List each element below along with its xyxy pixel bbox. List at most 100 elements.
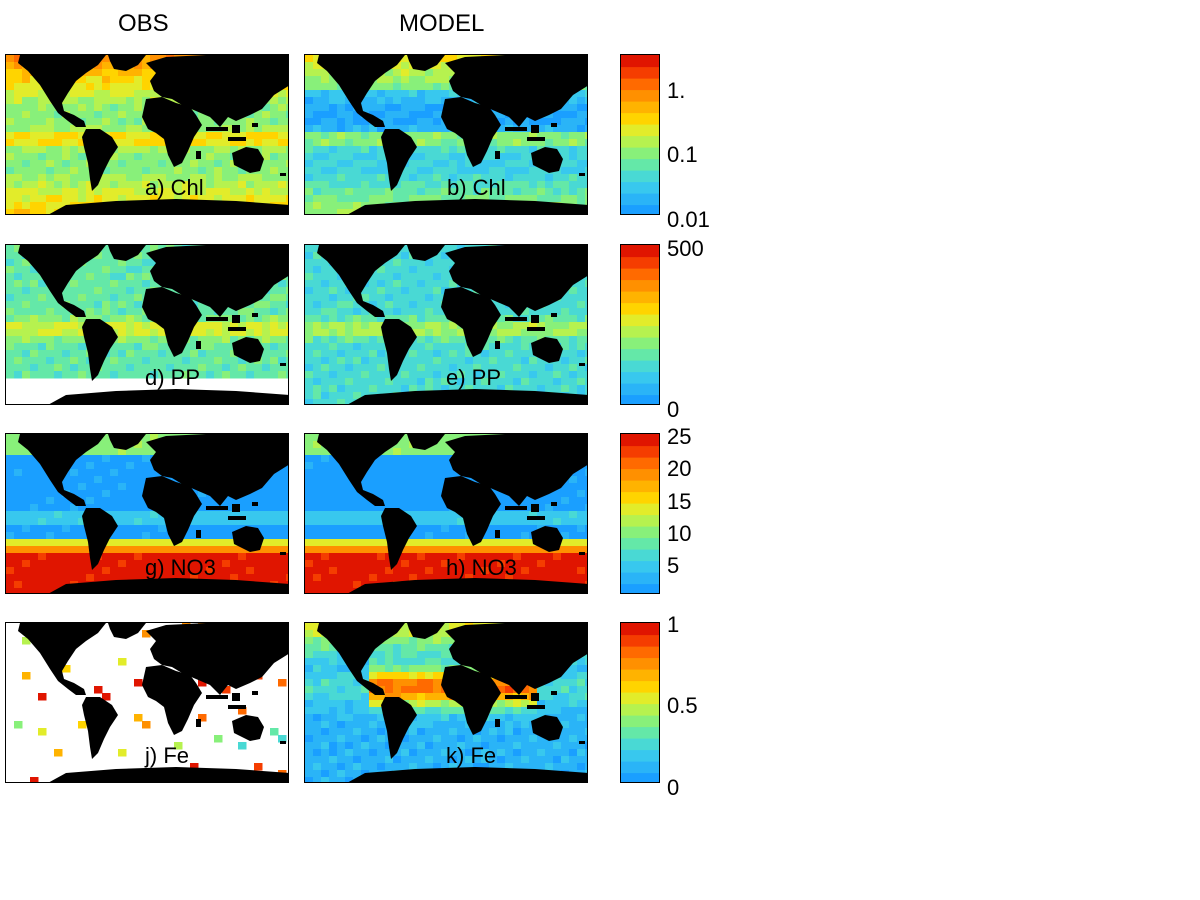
grid-cell <box>305 308 314 316</box>
grid-cell <box>449 153 458 161</box>
grid-cell <box>425 518 434 526</box>
grid-cell <box>345 574 354 582</box>
grid-cell <box>214 518 223 526</box>
grid-cell <box>417 69 426 77</box>
continent <box>531 147 563 173</box>
grid-cell <box>465 560 474 568</box>
grid-cell <box>190 364 199 372</box>
grid-cell <box>465 167 474 175</box>
grid-cell <box>337 532 346 540</box>
grid-cell <box>6 195 15 203</box>
colorbar-band <box>621 302 659 315</box>
grid-cell <box>6 294 15 302</box>
grid-cell <box>433 294 442 302</box>
grid-cell <box>150 448 159 456</box>
island <box>551 123 557 127</box>
grid-cell <box>278 167 287 175</box>
grid-cell <box>158 350 167 358</box>
grid-cell <box>489 574 498 582</box>
grid-cell <box>329 350 338 358</box>
grid-cell <box>70 167 79 175</box>
grid-cell <box>369 546 378 554</box>
grid-cell <box>465 574 474 582</box>
grid-cell <box>321 280 330 288</box>
grid-cell <box>126 364 135 372</box>
grid-cell <box>46 160 55 168</box>
grid-cell <box>529 139 538 147</box>
grid-cell <box>401 490 410 498</box>
grid-cell <box>214 357 223 365</box>
grid-cell <box>206 546 215 554</box>
grid-cell <box>409 539 418 547</box>
grid-cell <box>118 287 127 295</box>
grid-cell <box>305 483 314 491</box>
grid-cell <box>305 343 314 351</box>
grid-cell <box>401 195 410 203</box>
grid-cell <box>409 560 418 568</box>
grid-cell <box>361 153 370 161</box>
grid-cell <box>142 266 151 274</box>
grid-cell <box>345 490 354 498</box>
grid-cell <box>134 259 143 267</box>
grid-cell <box>6 259 15 267</box>
grid-cell <box>329 581 338 589</box>
grid-cell <box>46 294 55 302</box>
grid-cell <box>94 455 103 463</box>
grid-cell <box>409 476 418 484</box>
grid-cell <box>513 546 522 554</box>
grid-cell <box>270 104 279 112</box>
grid-cell <box>94 287 103 295</box>
grid-cell <box>441 322 450 330</box>
grid-cell <box>278 350 287 358</box>
grid-cell <box>305 90 314 98</box>
grid-cell <box>14 132 23 140</box>
grid-cell <box>345 174 354 182</box>
grid-cell <box>246 118 255 126</box>
grid-cell <box>585 567 587 575</box>
grid-cell <box>401 252 410 260</box>
grid-cell <box>206 195 215 203</box>
grid-cell <box>449 553 458 561</box>
grid-cell <box>473 188 482 196</box>
continent <box>445 55 587 127</box>
grid-cell <box>78 560 87 568</box>
grid-cell <box>110 153 119 161</box>
grid-cell <box>222 567 231 575</box>
grid-cell <box>537 574 546 582</box>
grid-cell <box>497 553 506 561</box>
grid-cell <box>585 371 587 379</box>
grid-cell <box>433 546 442 554</box>
grid-cell <box>6 504 15 512</box>
grid-cell <box>198 181 207 189</box>
grid-cell <box>118 469 127 477</box>
grid-cell <box>278 195 287 203</box>
grid-cell <box>481 357 490 365</box>
grid-cell <box>369 518 378 526</box>
grid-cell <box>286 97 288 105</box>
continent <box>18 245 106 317</box>
grid-cell <box>38 490 47 498</box>
grid-cell <box>569 497 578 505</box>
grid-cell <box>337 322 346 330</box>
grid-cell <box>553 371 562 379</box>
grid-cell <box>577 560 586 568</box>
grid-cell <box>305 118 314 126</box>
grid-cell <box>158 160 167 168</box>
grid-cell <box>14 153 23 161</box>
grid-cell <box>417 280 426 288</box>
grid-cell <box>38 139 47 147</box>
grid-cell <box>505 525 514 533</box>
island <box>495 530 500 538</box>
grid-cell <box>585 301 587 309</box>
grid-cell <box>449 511 458 519</box>
grid-cell <box>425 385 434 393</box>
grid-cell <box>329 364 338 372</box>
grid-cell <box>433 532 442 540</box>
grid-cell <box>206 553 215 561</box>
continent <box>82 508 118 570</box>
grid-cell <box>86 315 95 323</box>
grid-cell <box>214 167 223 175</box>
grid-cell <box>425 315 434 323</box>
grid-cell <box>417 195 426 203</box>
grid-cell <box>14 280 23 288</box>
